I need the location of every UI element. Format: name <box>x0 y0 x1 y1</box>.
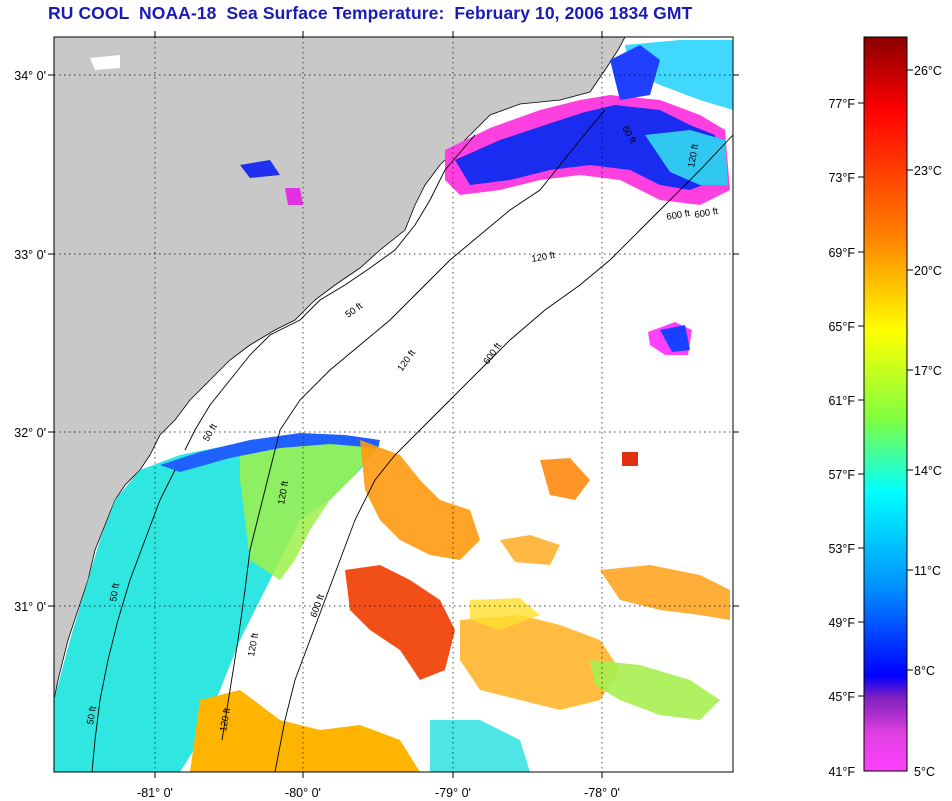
sst-inland-blue <box>240 160 280 178</box>
sst-coastal-blue-edge <box>160 433 380 472</box>
fahrenheit-label: 57°F <box>828 468 855 482</box>
sst-gulfstream-red <box>345 565 455 680</box>
lon-label: -80° 0' <box>285 786 321 800</box>
graticule <box>54 37 733 772</box>
contour-label: 600 ft <box>666 208 692 223</box>
sst-north-blue <box>455 105 715 190</box>
lat-label: 32° 0' <box>14 426 46 440</box>
sst-scattered-orange-1 <box>540 458 590 500</box>
sst-inland-white-1 <box>90 55 120 70</box>
fahrenheit-label: 73°F <box>828 171 855 185</box>
contour-label: 120 ft <box>686 143 701 169</box>
contour-50ft <box>184 134 476 451</box>
contour-600ft <box>274 134 733 772</box>
map-title: RU COOL NOAA-18 Sea Surface Temperature:… <box>48 3 693 23</box>
fahrenheit-label: 45°F <box>828 690 855 704</box>
sst-east-orange <box>600 565 730 620</box>
fahrenheit-label: 65°F <box>828 320 855 334</box>
colorbar-ticks <box>858 69 913 697</box>
lat-label: 31° 0' <box>14 600 46 614</box>
lon-label: -79° 0' <box>435 786 471 800</box>
fahrenheit-label: 61°F <box>828 394 855 408</box>
sst-east-blue-spot <box>660 325 690 352</box>
sst-scattered-orange-2 <box>500 535 560 565</box>
sst-east-green <box>590 660 720 720</box>
lat-label: 34° 0' <box>14 69 46 83</box>
lat-label: 33° 0' <box>14 248 46 262</box>
land-area <box>54 37 626 701</box>
celsius-label: 8°C <box>914 664 935 678</box>
fahrenheit-label: 77°F <box>828 97 855 111</box>
contour-label: 50 ft <box>108 582 122 602</box>
celsius-label: 23°C <box>914 164 942 178</box>
celsius-label: 17°C <box>914 364 942 378</box>
sst-scattered-yellow <box>470 598 540 630</box>
contour-label: 120 ft <box>531 250 557 265</box>
fahrenheit-label: 41°F <box>828 765 855 779</box>
sst-northeast-blue <box>610 45 660 100</box>
sst-gulfstream-orange-2 <box>460 615 620 710</box>
celsius-label: 5°C <box>914 765 935 779</box>
sst-north-cyan <box>645 130 728 185</box>
contour-120ft <box>221 109 606 741</box>
sst-gulfstream-orange-1 <box>360 440 480 560</box>
fahrenheit-label: 49°F <box>828 616 855 630</box>
contour-label: 120 ft <box>218 707 233 733</box>
sst-coastal-south-warm <box>190 690 420 772</box>
sst-inland-magenta <box>285 188 303 205</box>
contour-label: 120 ft <box>276 480 291 506</box>
lon-label: -78° 0' <box>584 786 620 800</box>
fahrenheit-label: 53°F <box>828 542 855 556</box>
celsius-label: 20°C <box>914 264 942 278</box>
celsius-label: 11°C <box>914 564 941 578</box>
sst-south-cyan <box>430 720 530 772</box>
sst-scattered-red <box>622 452 638 466</box>
contour-label: 50 ft <box>85 705 99 725</box>
fahrenheit-label: 69°F <box>828 246 855 260</box>
contour-label: 120 ft <box>246 632 261 658</box>
contour-label: 600 ft <box>694 206 720 221</box>
celsius-label: 14°C <box>914 464 942 478</box>
lon-label: -81° 0' <box>137 786 173 800</box>
sst-coastal-green <box>240 438 378 580</box>
axis-ticks <box>48 31 739 778</box>
colorbar-gradient <box>863 36 908 772</box>
celsius-label: 26°C <box>914 64 942 78</box>
map-frame <box>53 36 734 773</box>
